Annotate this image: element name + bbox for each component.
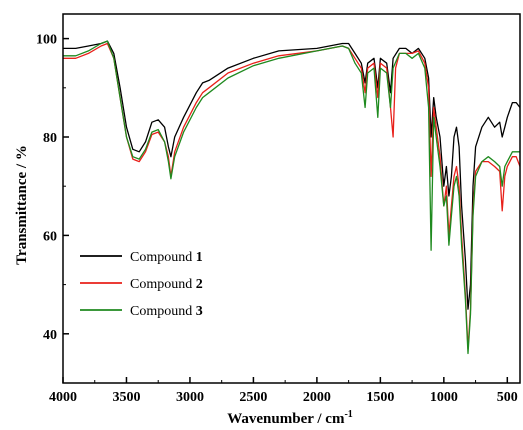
x-tick-label: 500 xyxy=(497,390,518,405)
y-tick-label: 40 xyxy=(43,328,57,343)
y-tick-label: 80 xyxy=(43,131,57,146)
x-tick-label: 3500 xyxy=(112,390,140,405)
series-layer xyxy=(63,40,520,355)
x-axis-title-sup: -1 xyxy=(344,409,352,420)
series-line-compound-1 xyxy=(63,40,520,310)
series-line-compound-3 xyxy=(63,40,520,355)
legend-label-compound-1: Compound 1 xyxy=(130,250,203,265)
x-axis-title-main: Wavenumber / cm xyxy=(227,411,345,427)
y-tick-label: 60 xyxy=(43,229,57,244)
series-line-compound-2 xyxy=(63,42,520,350)
ticks-layer: 4000 3500 3000 2500 2000 1500 1000 500 40 60 80 100 xyxy=(36,33,518,405)
legend-label-compound-3: Compound 3 xyxy=(130,304,203,319)
x-tick-label: 2500 xyxy=(239,390,267,405)
x-tick-label: 3000 xyxy=(176,390,204,405)
x-tick-label: 1000 xyxy=(430,390,458,405)
x-tick-label: 4000 xyxy=(49,390,77,405)
legend-label-compound-2: Compound 2 xyxy=(130,277,203,292)
x-axis-title: Wavenumber / cm-1 xyxy=(227,409,353,427)
y-axis-title: Transmittance / % xyxy=(14,145,30,265)
x-tick-label: 1500 xyxy=(366,390,394,405)
legend: Compound 1 Compound 2 Compound 3 xyxy=(80,250,203,319)
x-tick-label: 2000 xyxy=(303,390,331,405)
plot-frame xyxy=(62,13,521,384)
y-tick-label: 100 xyxy=(36,33,57,48)
